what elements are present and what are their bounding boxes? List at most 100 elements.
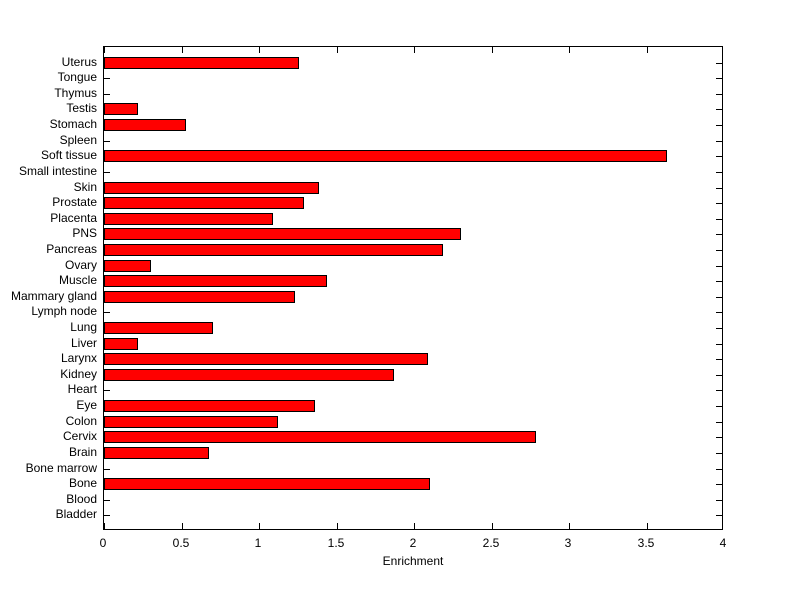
y-tick-label-prostate: Prostate xyxy=(52,195,97,209)
bar-placenta xyxy=(104,213,273,225)
y-tick-label-brain: Brain xyxy=(68,445,97,459)
x-tick-mark xyxy=(337,47,338,53)
x-tick-mark xyxy=(569,47,570,53)
y-tick-mark xyxy=(716,266,722,267)
y-tick-mark xyxy=(716,328,722,329)
y-tick-label-muscle: Muscle xyxy=(58,273,97,287)
y-tick-mark xyxy=(104,500,110,501)
x-tick-label: 0 xyxy=(99,536,107,550)
y-tick-label-stomach: Stomach xyxy=(49,117,97,131)
x-tick-mark xyxy=(182,523,183,529)
y-tick-label-kidney: Kidney xyxy=(60,367,97,381)
x-tick-label: 2 xyxy=(409,536,417,550)
x-tick-mark xyxy=(104,47,105,53)
x-tick-mark xyxy=(647,523,648,529)
y-tick-mark xyxy=(716,203,722,204)
x-tick-mark xyxy=(414,47,415,53)
bar-ovary xyxy=(104,260,151,272)
bar-muscle xyxy=(104,275,327,287)
y-tick-label-cervix: Cervix xyxy=(62,429,97,443)
y-tick-mark xyxy=(716,63,722,64)
bar-uterus xyxy=(104,57,299,69)
y-tick-mark xyxy=(104,172,110,173)
y-tick-label-bone: Bone xyxy=(68,476,97,490)
y-tick-mark xyxy=(716,422,722,423)
y-tick-mark xyxy=(716,375,722,376)
y-tick-label-mammary-gland: Mammary gland xyxy=(10,289,97,303)
x-tick-label: 3 xyxy=(564,536,572,550)
y-tick-mark xyxy=(716,172,722,173)
bar-mammary-gland xyxy=(104,291,295,303)
y-tick-mark xyxy=(104,469,110,470)
y-tick-mark xyxy=(716,469,722,470)
y-tick-label-blood: Blood xyxy=(66,492,97,506)
x-tick-mark xyxy=(492,47,493,53)
bar-lung xyxy=(104,322,213,334)
bar-prostate xyxy=(104,197,304,209)
y-tick-mark xyxy=(716,297,722,298)
y-tick-mark xyxy=(104,141,110,142)
x-tick-mark xyxy=(414,523,415,529)
bar-testis xyxy=(104,103,138,115)
y-tick-label-liver: Liver xyxy=(70,336,97,350)
y-tick-mark xyxy=(716,141,722,142)
y-tick-mark xyxy=(104,515,110,516)
y-tick-label-uterus: Uterus xyxy=(61,55,97,69)
bar-kidney xyxy=(104,369,394,381)
x-tick-mark xyxy=(492,523,493,529)
y-tick-label-soft-tissue: Soft tissue xyxy=(40,148,97,162)
x-tick-mark xyxy=(337,523,338,529)
x-tick-mark xyxy=(104,523,105,529)
y-tick-label-lymph-node: Lymph node xyxy=(31,304,97,318)
x-tick-mark xyxy=(259,47,260,53)
x-tick-label: 3.5 xyxy=(637,536,655,550)
x-tick-mark xyxy=(722,523,723,529)
x-tick-label: 0.5 xyxy=(172,536,190,550)
y-tick-label-testis: Testis xyxy=(66,101,97,115)
y-tick-label-skin: Skin xyxy=(73,180,97,194)
y-tick-mark xyxy=(104,94,110,95)
y-tick-label-thymus: Thymus xyxy=(54,86,97,100)
y-tick-mark xyxy=(716,78,722,79)
y-tick-mark xyxy=(716,281,722,282)
y-tick-mark xyxy=(716,390,722,391)
x-tick-label: 4 xyxy=(719,536,727,550)
bar-stomach xyxy=(104,119,186,131)
bar-skin xyxy=(104,182,319,194)
x-tick-mark xyxy=(722,47,723,53)
plot-area xyxy=(103,46,723,530)
x-tick-mark xyxy=(259,523,260,529)
y-tick-label-colon: Colon xyxy=(65,414,97,428)
y-tick-mark xyxy=(716,515,722,516)
bar-soft-tissue xyxy=(104,150,667,162)
y-tick-label-placenta: Placenta xyxy=(50,211,97,225)
x-tick-mark xyxy=(647,47,648,53)
y-tick-mark xyxy=(716,437,722,438)
y-tick-mark xyxy=(716,312,722,313)
x-tick-label: 1.5 xyxy=(327,536,345,550)
y-tick-mark xyxy=(716,250,722,251)
y-tick-mark xyxy=(716,188,722,189)
x-tick-label: 1 xyxy=(254,536,262,550)
y-tick-mark xyxy=(104,390,110,391)
y-tick-mark xyxy=(716,156,722,157)
bar-bone xyxy=(104,478,430,490)
y-tick-mark xyxy=(104,78,110,79)
y-tick-mark xyxy=(104,312,110,313)
y-tick-label-lung: Lung xyxy=(70,320,97,334)
bar-eye xyxy=(104,400,315,412)
y-tick-label-bone-marrow: Bone marrow xyxy=(25,461,97,475)
y-tick-mark xyxy=(716,406,722,407)
x-tick-label: 2.5 xyxy=(482,536,500,550)
y-tick-mark xyxy=(716,484,722,485)
bar-colon xyxy=(104,416,278,428)
y-tick-label-heart: Heart xyxy=(67,382,97,396)
y-tick-mark xyxy=(716,500,722,501)
y-tick-label-small-intestine: Small intestine xyxy=(18,164,97,178)
y-tick-label-bladder: Bladder xyxy=(55,507,97,521)
y-tick-label-larynx: Larynx xyxy=(60,351,97,365)
y-tick-mark xyxy=(716,344,722,345)
bar-cervix xyxy=(104,431,536,443)
y-tick-label-tongue: Tongue xyxy=(57,70,97,84)
